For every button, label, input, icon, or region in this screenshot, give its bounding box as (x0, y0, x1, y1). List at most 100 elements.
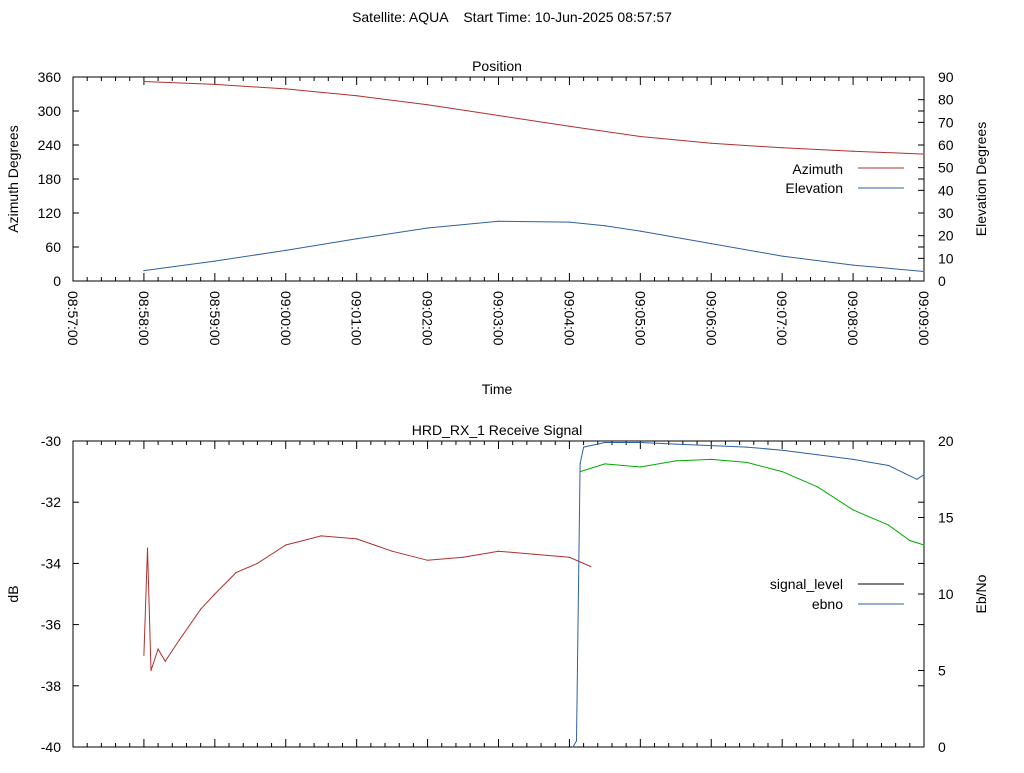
x-tick-label: 09:03:00 (491, 291, 507, 346)
y-tick-label: -30 (41, 433, 61, 449)
data-point-Elevation (781, 255, 783, 257)
data-point-signal-level (568, 556, 571, 558)
data-point-signal-level (200, 608, 202, 610)
y2-tick-label: 80 (938, 92, 954, 108)
data-point-Azimuth (568, 125, 571, 127)
x-tick-label: 09:04:00 (561, 291, 577, 346)
position-y2-axis-label: Elevation Degrees (973, 122, 989, 236)
y-tick-label: -38 (41, 678, 61, 694)
receive-signal-chart: HRD_RX_1 Receive Signal dB Eb/No signal_… (5, 422, 989, 755)
data-point-ebno-secondary (817, 486, 819, 488)
y2-tick-label: 20 (938, 433, 954, 449)
data-point-ebno (604, 441, 606, 444)
series-line-Elevation (143, 220, 925, 272)
y-tick-label: -32 (41, 494, 61, 510)
legend-label-ebno: ebno (812, 596, 843, 612)
data-point-Azimuth (143, 80, 145, 83)
data-point-ebno (583, 446, 585, 448)
data-point-Azimuth (356, 95, 358, 97)
position-chart: Position Time Azimuth Degrees Elevation … (5, 58, 989, 397)
data-point-signal-level (590, 565, 592, 568)
data-point-Azimuth (285, 88, 287, 90)
data-point-ebno (572, 746, 574, 748)
y-tick-label: 60 (45, 239, 61, 255)
position-x-axis-label: Time (482, 381, 513, 397)
y2-tick-label: 10 (938, 586, 954, 602)
data-point-Elevation (639, 230, 641, 232)
data-point-Azimuth (639, 135, 641, 138)
legend-label-signal-level: signal_level (770, 576, 843, 592)
signal-y2-axis-label: Eb/No (973, 574, 989, 613)
data-point-Elevation (604, 225, 606, 227)
data-point-ebno-secondary (579, 471, 581, 473)
data-point-signal-level (178, 639, 180, 641)
data-point-ebno (781, 449, 783, 451)
data-point-signal-level (285, 544, 287, 546)
data-point-signal-level (143, 654, 145, 656)
y-tick-label: 300 (38, 103, 62, 119)
y2-tick-label: 50 (938, 160, 954, 176)
signal-chart-title: HRD_RX_1 Receive Signal (412, 422, 582, 438)
data-point-signal-level (150, 669, 152, 672)
y2-tick-label: 10 (938, 250, 954, 266)
data-point-Elevation (852, 264, 854, 266)
series-line-ebno (572, 442, 925, 748)
y-tick-label: 360 (38, 69, 62, 85)
y-tick-label: 0 (53, 273, 61, 289)
data-point-Azimuth (214, 83, 216, 85)
data-point-signal-level (164, 660, 166, 662)
x-tick-label: 09:08:00 (845, 291, 861, 346)
data-point-ebno-secondary (887, 524, 890, 526)
y2-tick-label: 0 (938, 739, 946, 755)
data-point-signal-level (235, 572, 237, 574)
x-tick-label: 08:58:00 (136, 291, 152, 346)
data-point-Elevation (923, 270, 925, 273)
y2-tick-label: 30 (938, 205, 954, 221)
x-tick-label: 09:07:00 (774, 291, 790, 346)
x-tick-label: 09:06:00 (703, 291, 719, 346)
data-point-signal-level (462, 556, 464, 558)
series-line-ebno-secondary (579, 458, 925, 546)
series-line-Azimuth (143, 81, 925, 155)
x-tick-label: 09:02:00 (420, 291, 436, 346)
data-point-ebno-secondary (604, 463, 606, 465)
position-y-axis-label: Azimuth Degrees (5, 125, 21, 232)
signal-y-axis-label: dB (5, 585, 21, 602)
data-point-ebno (579, 463, 581, 465)
y-tick-label: -36 (41, 617, 61, 633)
y2-tick-label: 90 (938, 69, 954, 85)
x-tick-label: 09:01:00 (349, 291, 365, 346)
x-tick-label: 08:59:00 (207, 291, 223, 346)
data-point-signal-level (256, 562, 258, 565)
data-point-ebno-secondary (909, 539, 911, 542)
data-point-ebno-secondary (746, 461, 748, 463)
x-tick-label: 09:09:00 (916, 291, 932, 346)
data-point-Elevation (497, 220, 500, 222)
data-point-ebno-secondary (781, 471, 783, 473)
data-point-ebno (923, 474, 925, 476)
y2-tick-label: 20 (938, 228, 954, 244)
data-point-ebno (852, 458, 854, 460)
legend-label-azimuth: Azimuth (792, 161, 843, 177)
y-tick-label: 120 (38, 205, 62, 221)
data-point-Elevation (710, 243, 712, 245)
plot-frame-0 (72, 76, 925, 282)
data-point-Azimuth (497, 114, 500, 117)
data-point-Azimuth (923, 153, 925, 155)
data-point-signal-level (533, 553, 535, 555)
data-point-signal-level (391, 550, 393, 552)
data-point-Elevation (356, 238, 358, 240)
data-point-ebno-secondary (675, 460, 677, 462)
data-point-ebno (675, 443, 677, 445)
y2-tick-label: 40 (938, 182, 954, 198)
data-point-Azimuth (427, 104, 429, 106)
x-tick-label: 09:00:00 (278, 291, 294, 346)
x-tick-label: 08:57:00 (65, 291, 81, 346)
data-point-signal-level (427, 559, 429, 561)
data-point-ebno-secondary (710, 458, 712, 460)
y2-tick-label: 5 (938, 663, 946, 679)
data-point-ebno (817, 454, 819, 456)
data-point-ebno (575, 740, 578, 742)
